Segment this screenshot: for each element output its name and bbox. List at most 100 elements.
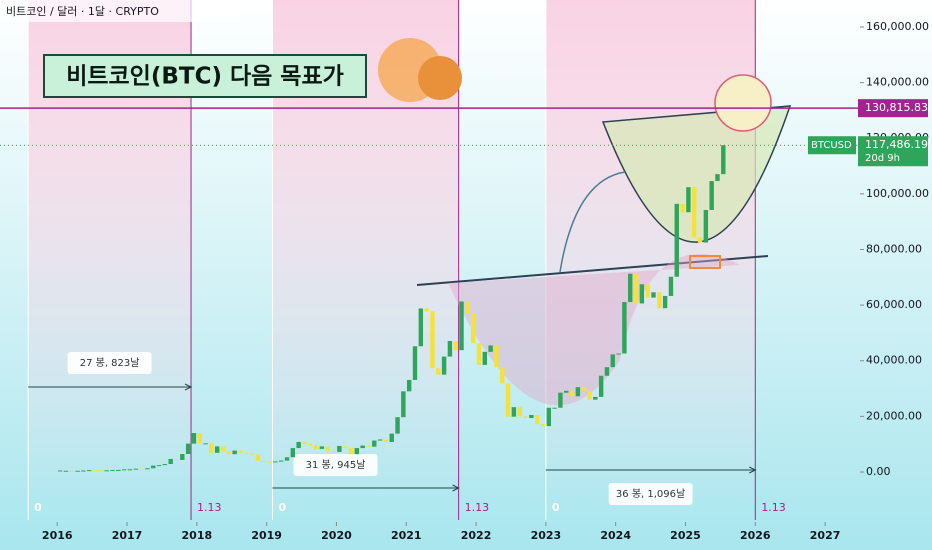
arrow-head [184, 383, 193, 391]
candle [534, 414, 540, 425]
target-circle [714, 74, 772, 132]
candle [220, 446, 226, 452]
y-tick-label: 160,000.00 [866, 20, 929, 33]
candle [168, 458, 173, 464]
doge-icon [418, 56, 462, 100]
y-tick-label: 20,000.00 [866, 409, 922, 422]
title-box [43, 54, 367, 98]
candle [628, 273, 633, 303]
neckline [416, 255, 769, 286]
cycle-start-label: 0 [34, 501, 42, 514]
candle [249, 453, 255, 455]
candle [517, 407, 522, 417]
candle [366, 445, 371, 447]
candle [697, 237, 703, 243]
candle [238, 450, 243, 453]
candle [622, 302, 627, 354]
candle [313, 445, 319, 449]
candle [226, 451, 232, 455]
candle [564, 390, 569, 393]
candle [87, 470, 92, 472]
last-price-label: 117,486.19 [865, 138, 928, 151]
candle [395, 417, 400, 434]
candle [372, 440, 377, 447]
arrow-head [749, 466, 757, 474]
cycle-start-label: 0 [278, 501, 286, 514]
candle [116, 469, 121, 471]
x-tick-label: 2021 [391, 529, 422, 542]
candle [692, 187, 697, 238]
candle [459, 301, 464, 351]
cycle-end-label: 1.13 [761, 501, 786, 514]
y-tick-label: 0.00 [866, 465, 891, 478]
y-tick-label: 100,000.00 [866, 187, 929, 200]
candle [121, 469, 127, 471]
candle [546, 407, 551, 427]
price-line-tag [858, 99, 928, 118]
x-tick-label: 2016 [42, 529, 73, 542]
candle [191, 433, 197, 444]
candle [401, 391, 406, 418]
candle [342, 445, 348, 449]
header: 비트코인 / 달러 · 1달 · CRYPTO [6, 5, 159, 18]
candle [261, 460, 266, 462]
y-tick-label: 80,000.00 [866, 242, 922, 255]
candle [383, 439, 389, 442]
y-tick-label: 40,000.00 [866, 354, 922, 367]
target-cup [601, 105, 792, 243]
candle [500, 367, 505, 384]
candle [244, 452, 249, 454]
candle [110, 470, 115, 472]
candle [686, 187, 691, 213]
candle [575, 387, 581, 397]
candle [552, 407, 557, 409]
candle [180, 453, 185, 460]
candle [604, 367, 610, 376]
chart-title: 비트코인(BTC) 다음 목표가 [66, 64, 344, 90]
candle [558, 392, 563, 408]
candle [482, 351, 487, 365]
candle [389, 433, 394, 442]
candle [436, 368, 441, 375]
candle [296, 441, 301, 449]
arrow [559, 171, 626, 273]
candle [441, 356, 447, 375]
candle [587, 390, 592, 400]
x-tick-label: 2020 [321, 529, 352, 542]
candle [540, 424, 546, 427]
candle [139, 468, 144, 470]
x-tick-label: 2023 [531, 529, 562, 542]
candle [709, 181, 714, 210]
candle [174, 458, 179, 460]
candle [430, 311, 435, 369]
x-tick-label: 2024 [600, 529, 631, 542]
candle [598, 375, 604, 397]
cycle-note: 36 봉, 1,096날 [616, 488, 685, 500]
y-tick-label: 60,000.00 [866, 298, 922, 311]
y-tick-label: 140,000.00 [866, 76, 929, 89]
candle [703, 209, 709, 243]
candle [319, 446, 325, 449]
candle [156, 465, 162, 467]
candle [721, 145, 726, 175]
candle [255, 454, 261, 461]
candle [494, 345, 499, 368]
candle [273, 461, 278, 463]
candle [162, 463, 168, 466]
candle [81, 470, 86, 472]
cycle-band [545, 0, 756, 500]
price-line-label: 130,815.83 [865, 101, 928, 114]
candle [348, 448, 354, 455]
candle [63, 470, 69, 472]
x-tick-label: 2019 [251, 529, 282, 542]
candle [302, 441, 307, 444]
cycle-note: 31 봉, 945날 [306, 459, 366, 471]
candle [715, 174, 720, 182]
candle [308, 443, 313, 446]
candle [290, 448, 296, 458]
candle [215, 446, 220, 453]
candle [278, 460, 284, 462]
x-tick-label: 2017 [112, 529, 143, 542]
candle [511, 407, 517, 417]
header-bg [0, 0, 240, 22]
